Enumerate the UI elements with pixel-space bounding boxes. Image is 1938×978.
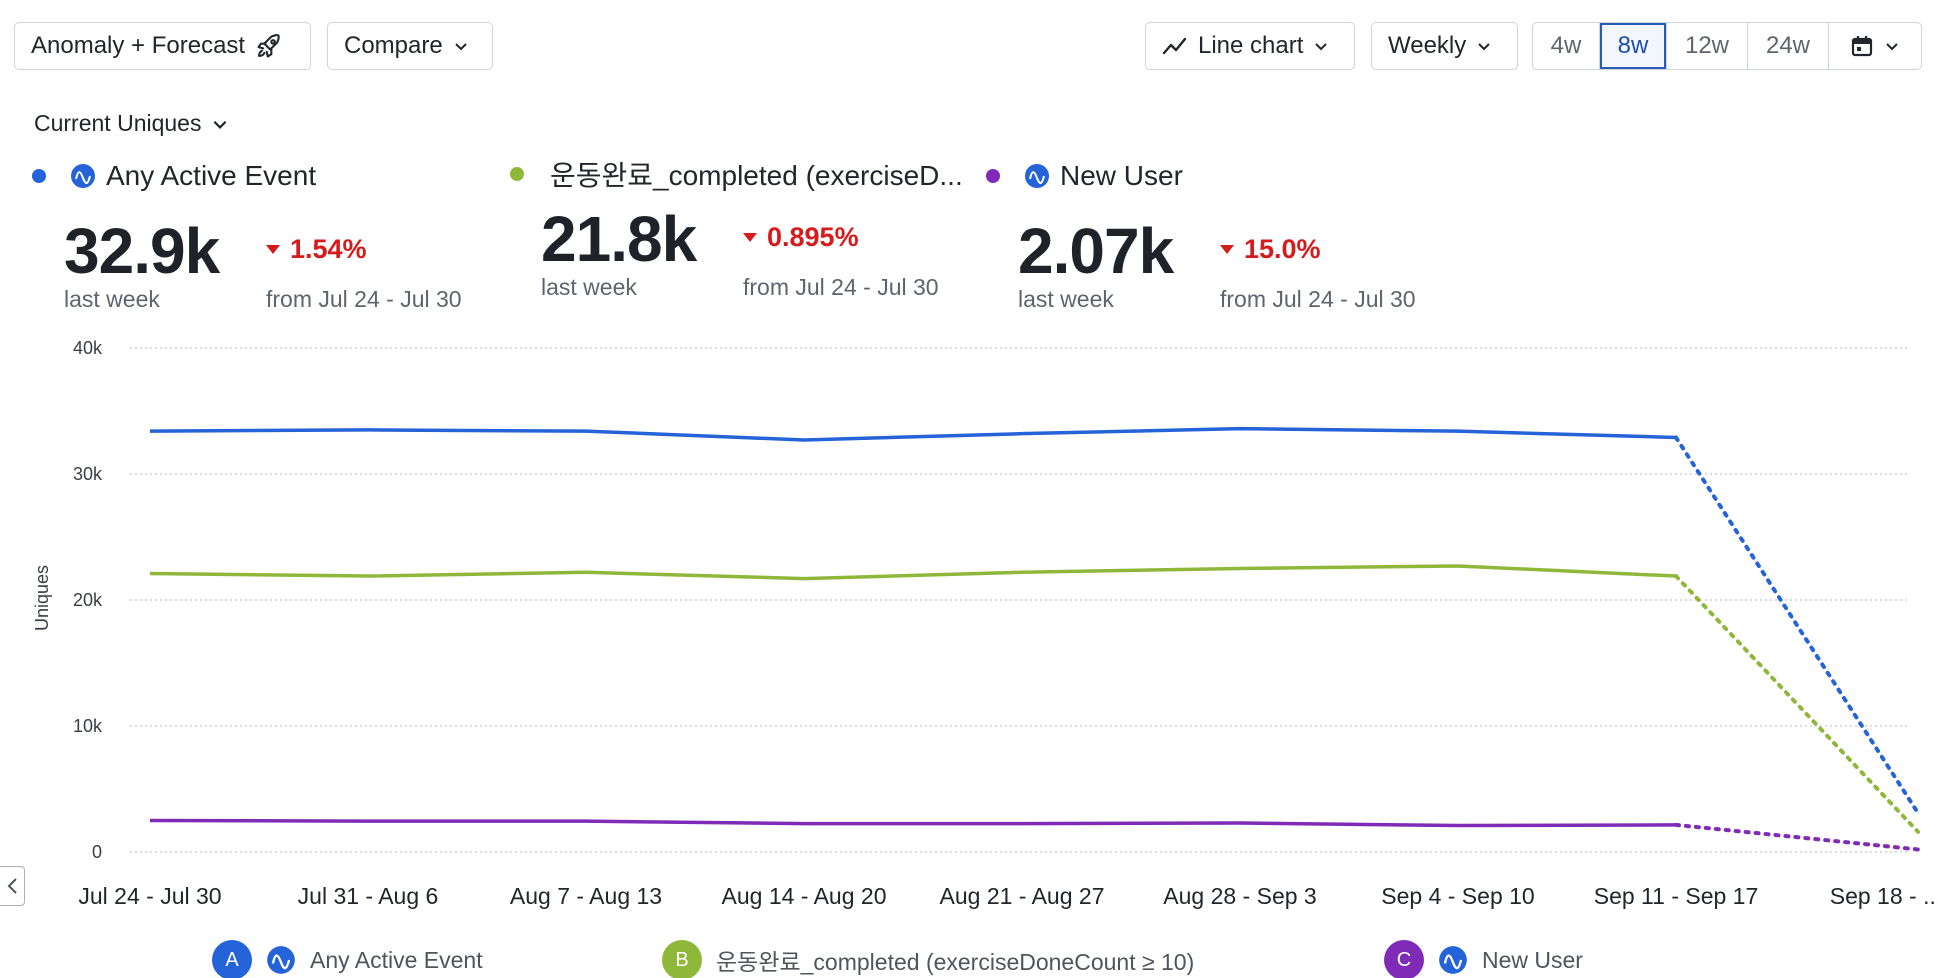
interval-label: Weekly <box>1388 32 1467 59</box>
range-12w-button[interactable]: 12w <box>1667 23 1748 69</box>
series-letter-badge: B <box>662 940 702 978</box>
x-tick-label[interactable]: Jul 31 - Aug 6 <box>298 883 439 909</box>
line-chart: 0 10k 20k 30k 40k Uniques Jul 24 - Jul 30 Jul… <box>32 338 1938 909</box>
series-name: Any Active Event <box>106 160 317 191</box>
series-forecast-segment <box>1674 574 1920 834</box>
date-range-selector: 4w 8w 12w 24w <box>1532 22 1922 70</box>
range-8w-button[interactable]: 8w <box>1600 23 1667 69</box>
x-tick-label[interactable]: Aug 7 - Aug 13 <box>510 883 662 909</box>
y-tick-label: 30k <box>73 464 103 484</box>
delta-value: 0.895% <box>767 222 859 252</box>
series-period: last week <box>541 274 637 300</box>
chevron-down-icon <box>214 120 227 129</box>
interval-dropdown[interactable]: Weekly <box>1371 22 1518 70</box>
custom-date-button[interactable] <box>1829 23 1921 69</box>
x-tick-label[interactable]: Jul 24 - Jul 30 <box>78 883 221 909</box>
down-triangle-icon <box>1220 245 1234 254</box>
collapse-panel-button[interactable] <box>0 866 25 906</box>
chevron-down-icon <box>1478 43 1490 51</box>
series-letter-badge: C <box>1384 940 1424 978</box>
series-card-new-user: New User <box>986 160 1183 192</box>
series-period: last week <box>64 286 160 312</box>
x-tick-label[interactable]: Aug 14 - Aug 20 <box>722 883 887 909</box>
event-icon <box>1025 164 1049 188</box>
series-forecast-segment <box>1674 822 1920 852</box>
series-card-exercise-completed: 운동완료_completed (exerciseD... <box>510 154 963 194</box>
series-name: 운동완료_completed (exerciseD... <box>550 160 963 191</box>
chart-type-label: Line chart <box>1198 32 1304 59</box>
legend-item-c[interactable]: C New User <box>1384 940 1583 978</box>
legend-item-label: 운동완료_completed (exerciseDoneCount ≥ 10) <box>716 949 1195 975</box>
series-line[interactable] <box>149 818 1677 828</box>
metric-label: Current Uniques <box>34 110 202 136</box>
down-triangle-icon <box>743 233 757 242</box>
y-tick-label: 10k <box>73 716 103 736</box>
y-tick-label: 0 <box>92 842 102 862</box>
down-triangle-icon <box>266 245 280 254</box>
compare-label: Compare <box>344 32 443 59</box>
y-tick-label: 20k <box>73 590 103 610</box>
series-color-dot <box>32 169 46 183</box>
chevron-down-icon <box>455 43 467 51</box>
compare-dropdown[interactable]: Compare <box>327 22 493 70</box>
metric-dropdown[interactable]: Current Uniques <box>34 110 229 137</box>
series-forecast-segment <box>1674 435 1920 815</box>
rocket-icon <box>257 34 280 58</box>
delta-value: 1.54% <box>290 234 367 264</box>
series-value: 21.8k <box>541 203 697 275</box>
delta-value: 15.0% <box>1244 234 1321 264</box>
series-delta-from: from Jul 24 - Jul 30 <box>266 286 462 312</box>
anomaly-forecast-button[interactable]: Anomaly + Forecast <box>14 22 311 70</box>
chevron-down-icon <box>1886 43 1898 51</box>
event-icon <box>267 946 295 974</box>
series-period: last week <box>1018 286 1114 312</box>
x-tick-label[interactable]: Sep 4 - Sep 10 <box>1381 883 1534 909</box>
x-tick-label[interactable]: Sep 18 - ... <box>1830 883 1938 909</box>
x-tick-label[interactable]: Sep 11 - Sep 17 <box>1594 883 1759 909</box>
range-24w-button[interactable]: 24w <box>1748 23 1829 69</box>
x-tick-label[interactable]: Aug 21 - Aug 27 <box>940 883 1105 909</box>
series-delta-from: from Jul 24 - Jul 30 <box>743 274 939 300</box>
chevron-down-icon <box>1315 43 1328 51</box>
anomaly-forecast-label: Anomaly + Forecast <box>31 32 246 59</box>
series-delta-from: from Jul 24 - Jul 30 <box>1220 286 1416 312</box>
y-tick-label: 40k <box>73 338 103 358</box>
event-icon <box>1439 946 1467 974</box>
range-4w-button[interactable]: 4w <box>1533 23 1600 69</box>
y-axis-label: Uniques <box>32 565 52 631</box>
series-color-dot <box>510 167 524 181</box>
series-line[interactable] <box>149 564 1677 581</box>
series-delta: 1.54% <box>266 234 367 265</box>
line-chart-icon <box>1162 37 1187 55</box>
legend-item-label: Any Active Event <box>310 946 483 973</box>
chevron-left-icon <box>7 878 17 894</box>
series-value: 2.07k <box>1018 215 1174 287</box>
series-letter-badge: A <box>212 940 252 978</box>
series-delta: 15.0% <box>1220 234 1321 265</box>
series-value: 32.9k <box>64 215 220 287</box>
series-name: New User <box>1060 160 1183 191</box>
legend-item-label: New User <box>1482 946 1583 973</box>
chart-type-dropdown[interactable]: Line chart <box>1145 22 1355 70</box>
series-delta: 0.895% <box>743 222 859 253</box>
event-icon <box>71 164 95 188</box>
series-color-dot <box>986 169 1000 183</box>
legend-item-a[interactable]: A Any Active Event <box>212 940 483 978</box>
legend-item-b[interactable]: B 운동완료_completed (exerciseDoneCount ≥ 10… <box>662 940 1194 978</box>
series-line[interactable] <box>149 426 1677 442</box>
calendar-icon <box>1851 36 1873 57</box>
series-card-any-active-event: Any Active Event <box>32 160 316 192</box>
x-tick-label[interactable]: Aug 28 - Sep 3 <box>1163 883 1316 909</box>
